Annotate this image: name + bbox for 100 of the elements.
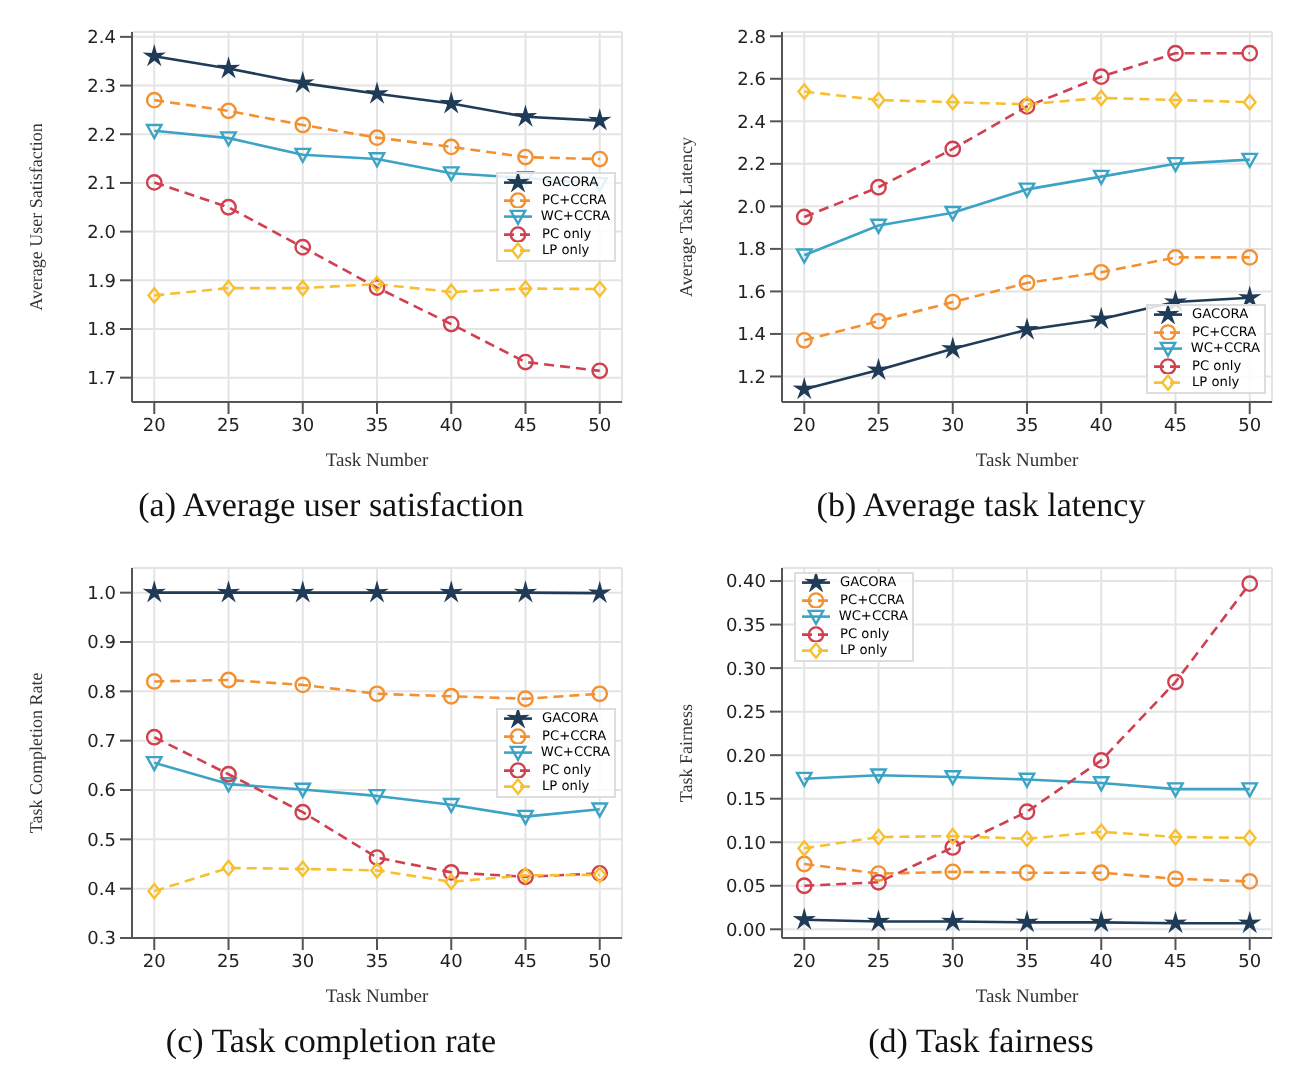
x-tick-label: 30 [941,952,965,973]
y-tick-label: 1.0 [87,585,117,606]
point [294,116,312,134]
y-tick-label: 1.8 [737,241,767,262]
x-axis-title: Task Number [325,988,430,1008]
point [943,911,963,930]
x-tick-label: 35 [365,416,389,437]
point [294,147,312,164]
y-tick-label: 0.10 [725,834,767,855]
point [1167,156,1184,173]
point [1018,182,1036,198]
point [591,685,609,703]
point [220,102,237,120]
point [294,803,312,821]
x-tick-label: 30 [291,952,315,973]
y-tick-label: 1.4 [737,326,767,347]
point [944,140,962,158]
x-tick-label: 20 [792,952,817,973]
y-tick-label: 1.2 [737,368,766,389]
point [1241,782,1259,798]
point [145,174,163,191]
y-tick-label: 0.15 [725,791,766,812]
x-tick-label: 50 [588,952,612,973]
y-tick-label: 2.6 [737,71,767,92]
point [795,855,813,873]
point [590,583,610,602]
point [1167,870,1184,888]
x-axis-title: Task Number [975,988,1080,1008]
x-tick-label: 45 [514,416,537,437]
point [870,218,887,234]
point [293,72,313,92]
point [441,93,461,112]
text: (c) Task completion rate [163,1022,499,1062]
point [145,673,163,690]
point [1020,830,1034,848]
point [368,129,386,147]
point [1167,782,1184,798]
point [218,58,239,77]
point [870,768,887,784]
x-tick-label: 40 [1089,416,1114,437]
x-tick-label: 25 [217,416,240,437]
point [220,198,237,216]
point [442,863,460,881]
point [795,208,813,226]
point [517,353,534,371]
point [444,283,459,301]
x-tick-label: 35 [365,952,389,973]
point [368,152,386,168]
point [295,279,310,297]
point [870,865,887,882]
x-tick-label: 25 [217,952,240,973]
point [591,802,609,818]
x-tick-label: 50 [1238,952,1262,973]
x-tick-label: 20 [792,416,817,437]
point [145,755,163,772]
y-tick-label: 0.40 [725,573,767,594]
y-tick-label: 0.00 [725,921,767,942]
x-tick-label: 50 [588,416,612,437]
point [1018,274,1036,292]
x-tick-label: 30 [941,416,965,437]
point [370,862,384,879]
y-tick-label: 0.6 [87,782,117,803]
point [1240,913,1260,932]
x-axis-title: Task Number [325,452,430,472]
point [1017,912,1037,931]
point [871,91,886,109]
point [1091,912,1111,931]
point [145,91,163,109]
y-tick-label: 0.20 [725,747,767,768]
point [441,582,461,602]
point [1092,752,1110,769]
x-tick-label: 20 [142,416,167,437]
point [1092,169,1110,185]
y-tick-label: 2.4 [737,113,767,134]
point [1242,829,1257,847]
x-tick-label: 45 [1164,952,1187,973]
point [1241,575,1259,593]
y-tick-label: 1.7 [87,370,116,391]
point [368,849,386,866]
point [515,582,536,602]
x-tick-label: 25 [867,952,890,973]
x-tick-label: 20 [142,952,167,973]
point [870,312,887,330]
x-tick-label: 45 [514,952,537,973]
y-tick-label: 0.8 [87,683,117,704]
point [1242,93,1257,111]
point [442,687,460,705]
point [147,882,162,900]
x-tick-label: 25 [867,416,890,437]
point [944,863,962,881]
point [145,728,163,746]
text: (a) Average user satisfaction [136,486,526,526]
point [944,293,962,311]
point [1094,823,1109,841]
point [1165,913,1186,932]
point [1168,828,1183,846]
point [795,771,813,788]
y-axis-title: Average User Satisfaction [26,122,47,311]
point [144,46,164,65]
y-tick-label: 0.5 [87,831,116,852]
